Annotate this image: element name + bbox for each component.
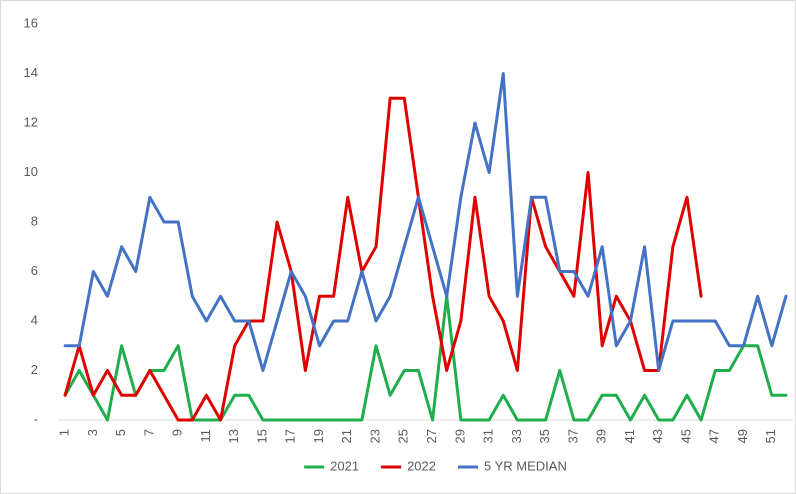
- x-tick-label: 51: [763, 429, 778, 443]
- x-tick-label: 43: [650, 429, 665, 443]
- x-tick-label: 33: [509, 429, 524, 443]
- x-tick-label: 45: [678, 429, 693, 443]
- x-tick-label: 1: [57, 429, 72, 436]
- y-tick-label: 14: [24, 65, 38, 80]
- y-tick-label: 6: [31, 263, 38, 278]
- x-tick-label: 11: [198, 429, 213, 443]
- y-tick-label: 10: [24, 164, 38, 179]
- y-tick-label: 8: [31, 213, 38, 228]
- x-tick-label: 49: [735, 429, 750, 443]
- x-tick-label: 19: [311, 429, 326, 443]
- x-tick-label: 17: [283, 429, 298, 443]
- y-tick-label: -: [34, 411, 38, 426]
- x-tick-label: 13: [226, 429, 241, 443]
- x-tick-label: 47: [707, 429, 722, 443]
- x-tick-label: 3: [85, 429, 100, 436]
- x-tick-label: 21: [339, 429, 354, 443]
- x-tick-label: 7: [141, 429, 156, 436]
- legend-label: 2021: [330, 458, 359, 473]
- x-tick-label: 29: [452, 429, 467, 443]
- x-tick-label: 39: [594, 429, 609, 443]
- x-tick-label: 23: [367, 429, 382, 443]
- legend-label: 5 YR MEDIAN: [484, 458, 567, 473]
- series-line: [63, 96, 703, 422]
- series-line: [63, 294, 788, 422]
- y-tick-label: 2: [31, 362, 38, 377]
- x-tick-label: 35: [537, 429, 552, 443]
- x-tick-label: 25: [396, 429, 411, 443]
- y-tick-label: 12: [24, 114, 38, 129]
- x-tick-label: 9: [170, 429, 185, 436]
- x-tick-label: 37: [565, 429, 580, 443]
- x-tick-label: 5: [113, 429, 128, 436]
- x-tick-label: 41: [622, 429, 637, 443]
- x-tick-label: 27: [424, 429, 439, 443]
- y-tick-label: 4: [31, 312, 38, 327]
- x-tick-label: 31: [481, 429, 496, 443]
- x-tick-label: 15: [254, 429, 269, 443]
- series-line: [63, 72, 788, 372]
- legend-label: 2022: [407, 458, 436, 473]
- y-tick-label: 16: [24, 15, 38, 30]
